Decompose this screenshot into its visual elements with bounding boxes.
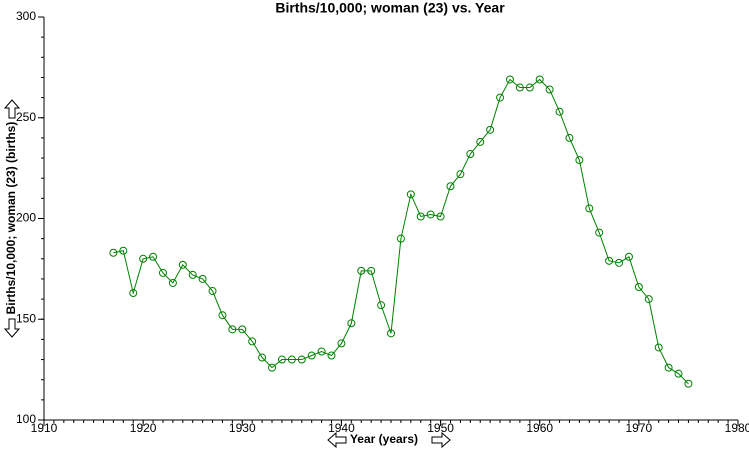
data-point [674,369,683,378]
data-point [466,150,475,159]
data-point [178,260,187,269]
data-point [109,248,118,257]
data-point [387,329,395,338]
x-axis-label: Year (years) [350,432,418,446]
y-axis-label: Births/10,000; woman (23) (births) [4,122,18,315]
data-point [139,254,148,263]
data-point [634,283,643,292]
data-point [615,258,624,267]
data-point [496,93,505,102]
data-point [426,210,435,219]
data-point [357,266,366,275]
data-point [258,353,267,362]
data-point [585,204,594,213]
data-point [446,182,455,191]
data-point [307,351,316,360]
data-point [406,190,415,199]
data-point [436,212,445,221]
data-point [505,75,514,84]
y-up-arrow[interactable] [3,99,21,119]
data-point [664,363,673,372]
x-tick-label: 1930 [229,421,256,435]
data-point [228,325,237,334]
series-line [113,78,689,385]
x-tick-label: 1920 [130,421,157,435]
x-tick-label: 1980 [725,421,749,435]
data-point [287,355,296,364]
x-tick-label: 1970 [626,421,653,435]
data-point [565,133,574,142]
data-point [119,246,128,255]
data-point [486,125,495,134]
y-tick-label: 150 [16,311,36,325]
data-point [149,252,158,261]
x-tick-label: 1910 [31,421,58,435]
data-point [644,295,653,304]
data-point [525,83,534,92]
data-point [327,351,336,360]
data-point [684,379,693,388]
data-point [545,85,554,94]
data-point [456,170,465,179]
chart-title: Births/10,000; woman (23) vs. Year [275,0,505,16]
data-point [268,363,277,372]
y-down-arrow[interactable] [3,318,21,338]
data-point [158,268,167,277]
data-point [337,339,346,348]
x-tick-label: 1960 [526,421,553,435]
data-point [347,319,356,328]
data-point [476,137,485,146]
data-point [595,228,604,237]
data-point [654,343,663,352]
x-next-arrow[interactable] [431,431,451,449]
data-point [317,347,326,356]
x-prev-arrow[interactable] [327,431,347,449]
data-point [624,252,633,261]
y-tick-label: 300 [16,9,36,23]
data-point [396,234,405,243]
data-point [168,278,177,287]
data-point [605,256,614,265]
data-point [535,75,544,84]
data-point [367,266,376,275]
data-point [188,270,197,279]
x-tick-label: 1950 [427,421,454,435]
data-point [575,156,584,165]
y-tick-label: 250 [16,110,36,124]
data-point [129,289,138,298]
data-point [297,355,306,364]
data-point [377,301,386,310]
data-point [208,287,217,296]
x-tick-label: 1940 [328,421,355,435]
data-point [198,274,207,283]
data-point [248,337,257,346]
data-point [218,311,227,320]
data-point [238,325,247,334]
data-point [555,107,564,116]
data-point [515,83,524,92]
y-tick-label: 100 [16,412,36,426]
data-point [416,212,425,221]
data-point [277,355,286,364]
y-tick-label: 200 [16,211,36,225]
